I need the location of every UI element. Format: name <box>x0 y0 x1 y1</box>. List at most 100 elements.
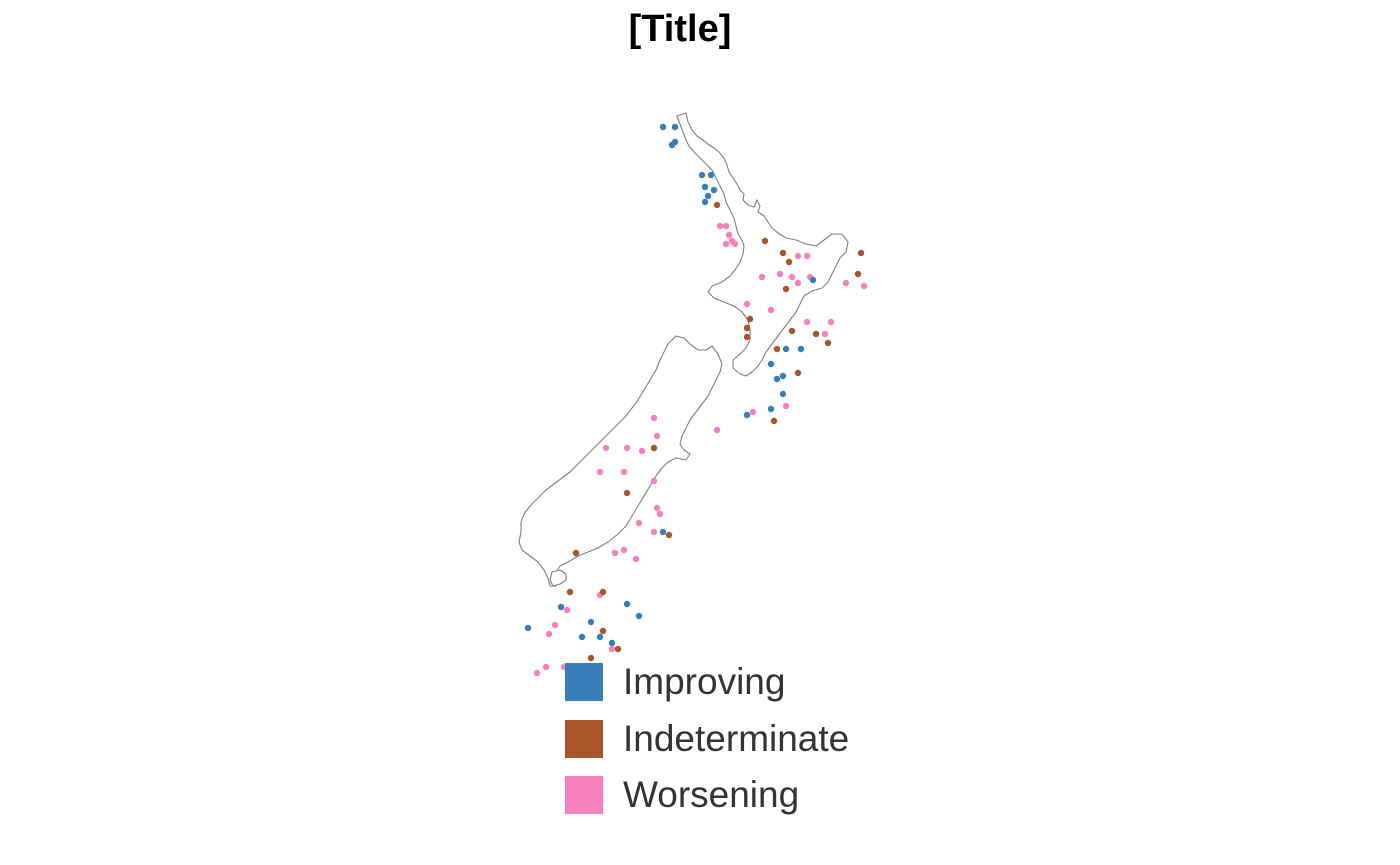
site-point-improving <box>557 603 565 611</box>
site-point-indeterminate <box>599 627 607 635</box>
site-point-improving <box>767 405 775 413</box>
legend-item-indeterminate: Indeterminate <box>565 717 850 759</box>
nz-coastline <box>518 112 849 587</box>
site-point-improving <box>701 198 709 206</box>
site-point-worsening <box>731 240 739 248</box>
site-point-worsening <box>620 468 628 476</box>
site-point-worsening <box>725 231 733 239</box>
site-point-worsening <box>533 669 541 677</box>
site-point-improving <box>710 186 718 194</box>
site-point-improving <box>587 618 595 626</box>
site-point-improving <box>659 528 667 536</box>
site-point-worsening <box>803 318 811 326</box>
site-point-worsening <box>656 510 664 518</box>
site-point-worsening <box>743 300 751 308</box>
site-point-worsening <box>653 504 661 512</box>
site-point-worsening <box>545 630 553 638</box>
site-point-worsening <box>650 414 658 422</box>
site-point-worsening <box>563 606 571 614</box>
site-point-worsening <box>827 318 835 326</box>
site-point-indeterminate <box>857 249 865 257</box>
site-point-worsening <box>821 330 829 338</box>
site-point-worsening <box>722 240 730 248</box>
site-point-indeterminate <box>572 549 580 557</box>
north-island-outline <box>676 112 849 377</box>
site-point-worsening <box>650 528 658 536</box>
site-point-improving <box>797 345 805 353</box>
site-point-indeterminate <box>599 588 607 596</box>
legend-item-improving: Improving <box>565 663 849 701</box>
site-point-worsening <box>632 555 640 563</box>
site-point-worsening <box>623 444 631 452</box>
site-point-indeterminate <box>788 327 796 335</box>
site-point-improving <box>659 123 667 131</box>
site-point-indeterminate <box>794 369 802 377</box>
monitoring-sites <box>524 123 868 677</box>
site-point-worsening <box>860 282 868 290</box>
site-point-worsening <box>803 252 811 260</box>
site-point-improving <box>809 276 817 284</box>
site-point-indeterminate <box>746 315 754 323</box>
site-point-indeterminate <box>773 345 781 353</box>
legend-swatch-indeterminate <box>565 719 603 758</box>
site-point-worsening <box>611 549 619 557</box>
legend-item-worsening: Worsening <box>565 776 849 814</box>
site-point-improving <box>698 171 706 179</box>
site-point-worsening <box>749 408 757 416</box>
site-point-indeterminate <box>665 531 673 539</box>
site-point-improving <box>779 372 787 380</box>
site-point-worsening <box>716 222 724 230</box>
site-point-improving <box>671 138 679 146</box>
site-point-improving <box>743 411 751 419</box>
site-point-worsening <box>542 663 550 671</box>
site-point-worsening <box>767 306 775 314</box>
site-point-indeterminate <box>623 489 631 497</box>
site-point-worsening <box>596 468 604 476</box>
site-point-indeterminate <box>812 330 820 338</box>
site-point-improving <box>773 375 781 383</box>
site-point-improving <box>704 192 712 200</box>
site-point-indeterminate <box>854 270 862 278</box>
site-point-worsening <box>713 426 721 434</box>
legend-swatch-worsening <box>565 776 603 814</box>
site-point-indeterminate <box>566 588 574 596</box>
site-point-indeterminate <box>743 333 751 341</box>
site-point-worsening <box>776 270 784 278</box>
site-point-worsening <box>788 273 796 281</box>
site-point-improving <box>635 612 643 620</box>
site-point-indeterminate <box>761 237 769 245</box>
site-point-improving <box>707 171 715 179</box>
site-point-indeterminate <box>614 645 622 653</box>
site-point-improving <box>524 624 532 632</box>
site-point-worsening <box>551 621 559 629</box>
site-point-improving <box>671 123 679 131</box>
site-point-indeterminate <box>587 654 595 662</box>
site-point-improving <box>578 633 586 641</box>
site-point-worsening <box>794 252 802 260</box>
south-island-outline <box>518 335 723 587</box>
site-point-improving <box>782 345 790 353</box>
site-point-worsening <box>650 477 658 485</box>
site-point-indeterminate <box>782 285 790 293</box>
site-point-indeterminate <box>770 417 778 425</box>
site-point-worsening <box>653 432 661 440</box>
legend-label-indeterminate: Indeterminate <box>623 717 850 759</box>
legend: Improving Indeterminate Worsening <box>565 663 849 833</box>
site-point-indeterminate <box>650 444 658 452</box>
site-point-worsening <box>842 279 850 287</box>
site-point-indeterminate <box>713 201 721 209</box>
legend-label-improving: Improving <box>623 661 786 702</box>
site-point-improving <box>767 360 775 368</box>
site-point-worsening <box>794 279 802 287</box>
site-point-worsening <box>638 447 646 455</box>
site-point-worsening <box>602 444 610 452</box>
site-point-indeterminate <box>785 258 793 266</box>
legend-swatch-improving <box>565 663 603 701</box>
site-point-worsening <box>620 546 628 554</box>
site-point-worsening <box>635 519 643 527</box>
site-point-improving <box>623 600 631 608</box>
legend-label-worsening: Worsening <box>623 774 800 815</box>
site-point-improving <box>701 183 709 191</box>
site-point-improving <box>779 390 787 398</box>
